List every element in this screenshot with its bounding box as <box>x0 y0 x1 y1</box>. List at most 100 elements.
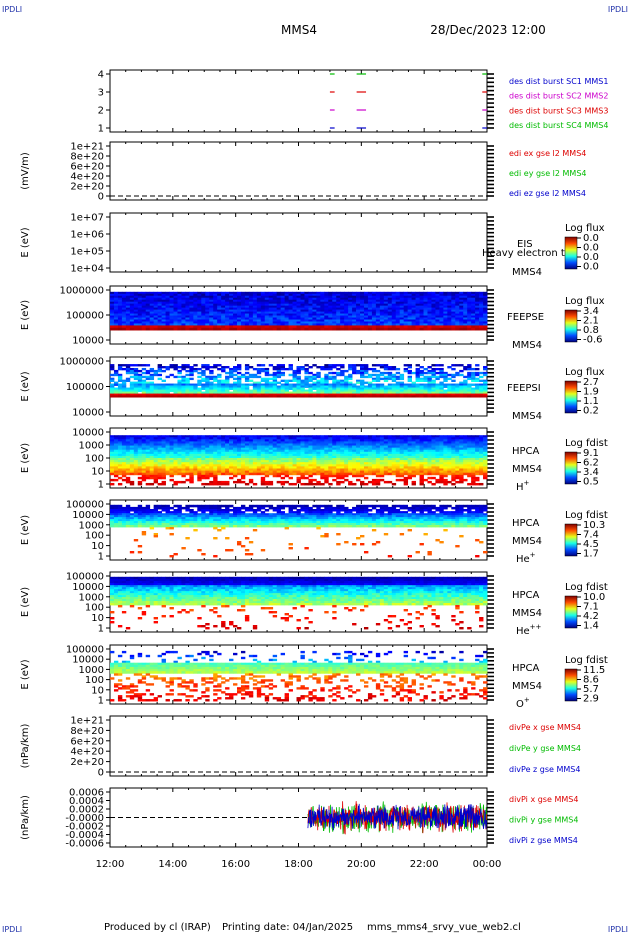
heatmap-cell <box>169 462 174 465</box>
heatmap-cell <box>360 297 365 301</box>
heatmap-cell <box>280 437 286 440</box>
heatmap-cell <box>455 455 460 459</box>
heatmap-cell <box>423 391 428 394</box>
heatmap-cell <box>173 464 178 467</box>
heatmap-cell <box>205 319 210 322</box>
heatmap-cell <box>157 307 162 311</box>
heatmap-cell <box>244 321 250 324</box>
heatmap-cell <box>280 309 286 312</box>
heatmap-cell <box>280 464 286 467</box>
heatmap-cell <box>181 295 186 299</box>
heatmap-cell <box>165 464 170 467</box>
heatmap-cell <box>479 387 484 390</box>
heatmap-cell <box>292 379 297 383</box>
heatmap-cell <box>165 445 170 449</box>
heatmap-cell <box>145 447 151 451</box>
heatmap-cell <box>383 435 389 438</box>
heatmap-cell <box>308 293 313 297</box>
heatmap-cell <box>110 460 115 463</box>
heatmap-cell <box>475 449 480 453</box>
heatmap-cell <box>316 445 321 449</box>
heatmap-cell <box>419 458 424 461</box>
heatmap-cell <box>328 464 333 467</box>
heatmap-cell <box>340 447 345 451</box>
heatmap-cell <box>221 385 226 388</box>
heatmap-cell <box>443 323 448 326</box>
heatmap-cell <box>419 325 424 329</box>
heatmap-cell <box>173 389 178 392</box>
heatmap-cell <box>288 435 293 438</box>
heatmap-cell <box>145 311 151 314</box>
heatmap-cell <box>133 389 139 392</box>
heatmap-cell <box>423 451 428 455</box>
heatmap-cell <box>292 453 297 457</box>
heatmap-cell <box>371 364 377 367</box>
heatmap-cell <box>284 315 289 318</box>
heatmap-cell <box>356 381 361 384</box>
heatmap-cell <box>395 449 401 453</box>
heatmap-cell <box>471 458 476 461</box>
heatmap-cell <box>435 435 440 438</box>
heatmap-cell <box>387 291 393 295</box>
heatmap-cell <box>463 319 468 322</box>
heatmap-cell <box>280 299 286 303</box>
heatmap-cell <box>189 297 194 301</box>
heatmap-cell <box>280 293 286 297</box>
heatmap-cell <box>173 387 178 390</box>
y-tick-label: 1e+04 <box>70 264 104 275</box>
heatmap-cell <box>360 305 365 309</box>
heatmap-cell <box>356 369 361 373</box>
heatmap-cell <box>244 367 250 371</box>
heatmap-cell <box>229 437 234 440</box>
heatmap-cell <box>125 311 131 314</box>
heatmap-cell <box>260 364 266 367</box>
heatmap-cell <box>173 293 178 297</box>
heatmap-cell <box>272 466 278 469</box>
heatmap-cell <box>217 313 222 316</box>
heatmap-cell <box>197 371 202 375</box>
heatmap-cell <box>356 453 361 457</box>
heatmap-cell <box>145 299 151 303</box>
heatmap-cell <box>352 307 357 311</box>
heatmap-cell <box>379 317 385 320</box>
heatmap-cell <box>399 291 405 295</box>
heatmap-cell <box>336 291 341 295</box>
heatmap-cell <box>431 387 436 390</box>
y-tick-label: 1e+21 <box>70 142 104 153</box>
heatmap-cell <box>371 435 377 438</box>
heatmap-cell <box>304 313 309 316</box>
heatmap-cell <box>276 309 282 312</box>
heatmap-cell <box>308 391 313 394</box>
heatmap-cell <box>427 435 432 438</box>
heatmap-cell <box>213 387 218 390</box>
heatmap-cell <box>129 460 135 463</box>
heatmap-cell <box>395 371 401 375</box>
heatmap-cell <box>264 462 270 465</box>
heatmap-cell <box>300 458 305 461</box>
heatmap-cell <box>272 313 278 316</box>
heatmap-cell <box>117 317 123 320</box>
heatmap-cell <box>240 393 246 396</box>
heatmap-cell <box>141 462 147 465</box>
y-tick-label: 1000000 <box>59 286 104 297</box>
heatmap-cell <box>236 385 242 388</box>
heatmap-cell <box>129 453 135 457</box>
heatmap-cell <box>336 462 341 465</box>
heatmap-cell <box>217 453 222 457</box>
heatmap-cell <box>193 437 198 440</box>
colorbar-tick-label: 0.5 <box>583 477 599 488</box>
heatmap-cell <box>423 385 428 388</box>
heatmap-cell <box>475 377 480 381</box>
heatmap-cell <box>308 377 313 381</box>
heatmap-cell <box>264 458 270 461</box>
heatmap-cell <box>260 327 266 331</box>
heatmap-cell <box>229 393 234 396</box>
heatmap-cell <box>443 458 448 461</box>
heatmap-cell <box>379 325 385 329</box>
heatmap-cell <box>110 364 115 367</box>
heatmap-cell <box>173 367 178 371</box>
heatmap-cell <box>110 305 115 309</box>
heatmap-cell <box>467 366 472 369</box>
heatmap-cell <box>229 453 234 457</box>
heatmap-cell <box>415 321 420 324</box>
